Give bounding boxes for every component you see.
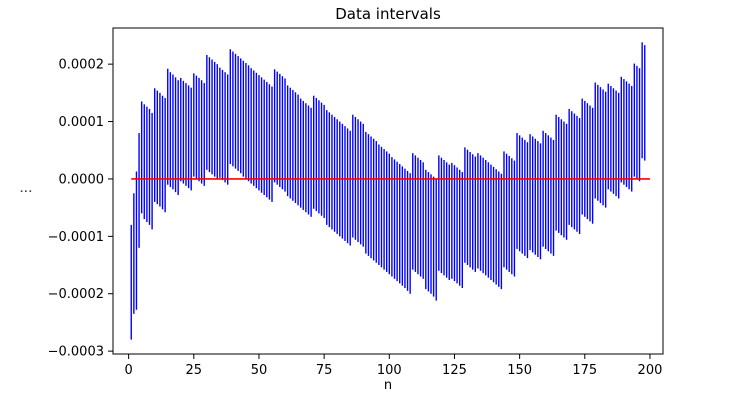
x-tick-label: 150 <box>507 363 532 378</box>
x-tick-label: 200 <box>638 363 663 378</box>
x-axis: 0 25 50 75 100 125 150 175 200 <box>124 354 662 378</box>
x-tick-label: 100 <box>377 363 402 378</box>
x-tick-label: 50 <box>251 363 268 378</box>
x-axis-label: n <box>384 378 392 393</box>
x-tick-label: 25 <box>186 363 203 378</box>
x-tick-label: 75 <box>316 363 333 378</box>
y-axis: −0.0003 −0.0002 −0.0001 0.0000 0.0001 0.0002 <box>48 58 113 360</box>
y-tick-label: 0.0002 <box>59 58 105 73</box>
y-axis-label: ⋮ <box>19 185 34 198</box>
y-tick-label: −0.0003 <box>48 345 104 360</box>
y-tick-label: 0.0000 <box>59 172 105 187</box>
x-tick-label: 125 <box>442 363 467 378</box>
x-tick-label: 175 <box>572 363 597 378</box>
y-tick-label: 0.0001 <box>59 115 105 130</box>
x-tick-label: 0 <box>124 363 132 378</box>
interval-series <box>130 42 646 340</box>
y-tick-label: −0.0002 <box>48 287 104 302</box>
plot-frame <box>112 27 664 355</box>
y-tick-label: −0.0001 <box>48 230 104 245</box>
chart-title: Data intervals <box>335 5 441 23</box>
